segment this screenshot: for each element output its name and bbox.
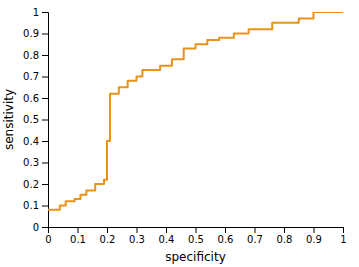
x-tick-label: 0.4 bbox=[159, 234, 175, 245]
x-tick: 0.4 bbox=[159, 227, 175, 245]
y-tick: 0 bbox=[33, 222, 48, 233]
x-tick-mark bbox=[137, 227, 138, 233]
x-tick: 0.3 bbox=[129, 227, 145, 245]
y-axis-title: sensitivity bbox=[2, 89, 16, 150]
x-tick-mark bbox=[78, 227, 79, 233]
x-tick: 0.2 bbox=[100, 227, 116, 245]
y-tick-mark bbox=[42, 141, 48, 142]
y-tick: 0.8 bbox=[23, 50, 48, 61]
y-tick: 0.6 bbox=[23, 93, 48, 104]
x-axis-title: specificity bbox=[165, 250, 225, 264]
x-axis: 0 0.1 0.2 0.3 0.4 0.5 0.6 0.7 0.8 0.9 1 bbox=[45, 227, 346, 245]
y-tick-label: 0.1 bbox=[23, 200, 39, 211]
x-tick-mark bbox=[284, 227, 285, 233]
roc-line bbox=[48, 12, 343, 210]
y-tick: 0.5 bbox=[23, 114, 48, 125]
x-tick-label: 0.2 bbox=[100, 234, 116, 245]
y-tick-label: 0.5 bbox=[23, 114, 39, 125]
y-tick-mark bbox=[42, 184, 48, 185]
y-tick: 1 bbox=[33, 7, 48, 18]
y-tick-label: 0.4 bbox=[23, 136, 39, 147]
x-tick-mark bbox=[166, 227, 167, 233]
x-tick-mark bbox=[343, 227, 344, 233]
x-tick: 0.9 bbox=[306, 227, 322, 245]
y-axis-line bbox=[42, 13, 49, 228]
y-tick: 0.7 bbox=[23, 71, 48, 82]
x-tick-label: 0.1 bbox=[70, 234, 86, 245]
x-tick: 0.5 bbox=[188, 227, 204, 245]
y-tick-mark bbox=[42, 227, 48, 228]
y-tick: 0.9 bbox=[23, 28, 48, 39]
x-tick: 0.6 bbox=[218, 227, 234, 245]
y-tick-mark bbox=[42, 206, 48, 207]
y-tick-mark bbox=[42, 12, 48, 13]
x-tick: 0 bbox=[45, 227, 51, 245]
x-tick-mark bbox=[196, 227, 197, 233]
x-tick-label: 0.8 bbox=[277, 234, 293, 245]
x-tick: 0.1 bbox=[70, 227, 86, 245]
x-axis-line bbox=[49, 228, 344, 234]
x-tick-label: 0.5 bbox=[188, 234, 204, 245]
x-tick: 0.8 bbox=[277, 227, 293, 245]
x-tick: 1 bbox=[340, 227, 346, 245]
y-tick-label: 0.3 bbox=[23, 157, 39, 168]
x-tick-mark bbox=[225, 227, 226, 233]
y-axis: 0 0.1 0.2 0.3 0.4 0.5 0.6 0.7 0.8 0.9 1 bbox=[23, 7, 48, 233]
x-tick-label: 0 bbox=[45, 234, 51, 245]
y-tick: 0.1 bbox=[23, 200, 48, 211]
y-tick-mark bbox=[42, 34, 48, 35]
y-tick-label: 0.9 bbox=[23, 28, 39, 39]
y-tick-label: 0.7 bbox=[23, 71, 39, 82]
x-tick-label: 1 bbox=[340, 234, 346, 245]
chart-svg: 00.10.20.30.40.50.60.70.80.9100.10.20.30… bbox=[0, 0, 359, 267]
y-tick-mark bbox=[42, 98, 48, 99]
plot: 00.10.20.30.40.50.60.70.80.9100.10.20.30… bbox=[23, 7, 347, 245]
marks bbox=[48, 12, 343, 210]
y-tick-mark bbox=[42, 55, 48, 56]
y-tick-mark bbox=[42, 77, 48, 78]
x-tick-mark bbox=[314, 227, 315, 233]
x-tick-mark bbox=[255, 227, 256, 233]
y-tick: 0.2 bbox=[23, 179, 48, 190]
y-tick-label: 0.8 bbox=[23, 50, 39, 61]
x-tick-label: 0.7 bbox=[247, 234, 263, 245]
y-tick-label: 0.2 bbox=[23, 179, 39, 190]
y-tick: 0.4 bbox=[23, 136, 48, 147]
y-tick: 0.3 bbox=[23, 157, 48, 168]
y-tick-label: 0.6 bbox=[23, 93, 39, 104]
x-tick-label: 0.9 bbox=[306, 234, 322, 245]
x-tick-mark bbox=[107, 227, 108, 233]
chart-container: 00.10.20.30.40.50.60.70.80.9100.10.20.30… bbox=[0, 0, 359, 267]
y-tick-mark bbox=[42, 163, 48, 164]
x-tick: 0.7 bbox=[247, 227, 263, 245]
y-tick-label: 1 bbox=[33, 7, 39, 18]
x-tick-label: 0.3 bbox=[129, 234, 145, 245]
x-tick-label: 0.6 bbox=[218, 234, 234, 245]
y-tick-mark bbox=[42, 120, 48, 121]
y-tick-label: 0 bbox=[33, 222, 39, 233]
